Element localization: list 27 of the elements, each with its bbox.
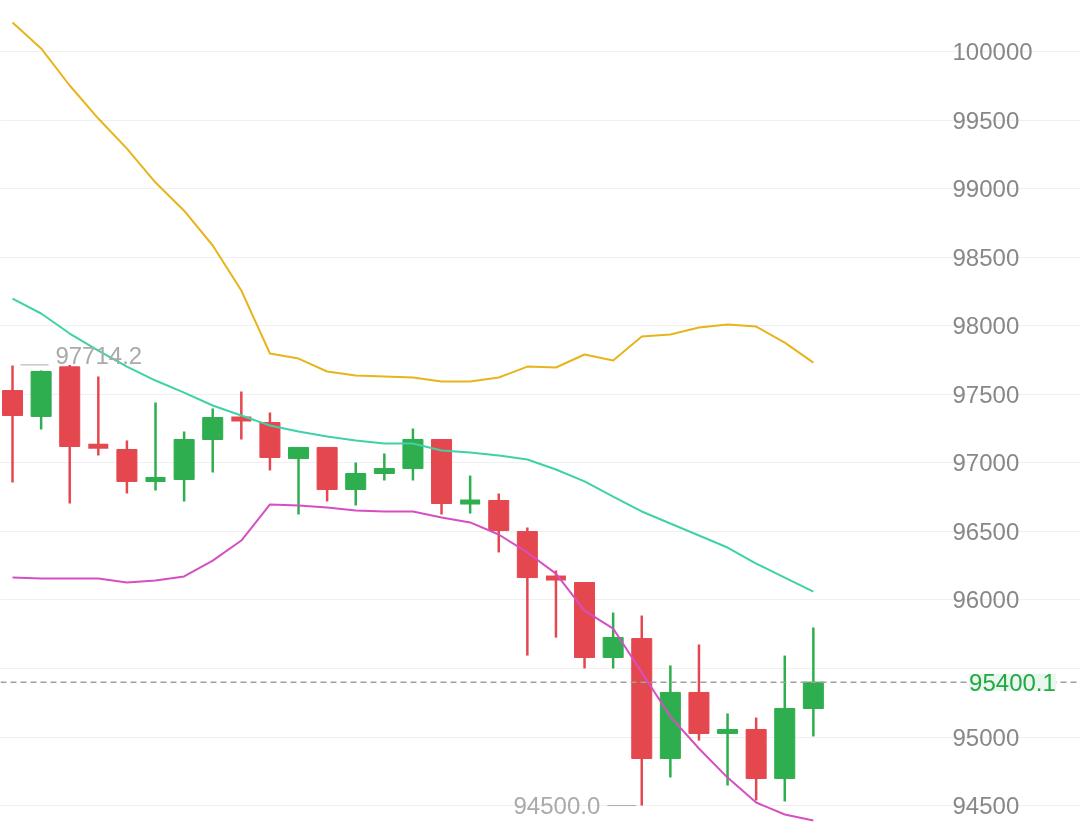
candlestick <box>345 461 367 507</box>
candlestick <box>145 401 166 492</box>
candlestick <box>373 452 395 482</box>
line-series <box>11 21 815 383</box>
y-tick-label: 100000 <box>952 38 1033 65</box>
candlestick <box>88 375 109 457</box>
candlestick <box>460 474 481 515</box>
candlestick <box>231 390 252 441</box>
y-tick-label: 99000 <box>952 175 1020 203</box>
candlestick <box>202 407 224 474</box>
candlestick <box>288 446 310 516</box>
candlestick <box>545 569 566 639</box>
line-series <box>11 297 815 593</box>
annotation: 94500.0 <box>513 792 601 820</box>
y-tick-label: 97000 <box>952 449 1020 477</box>
y-tick-label: 98000 <box>952 312 1020 340</box>
ref-line-label: 95400.1 <box>969 668 1056 696</box>
y-tick-label: 95000 <box>952 723 1020 751</box>
y-tick-label: 94500 <box>952 792 1020 820</box>
y-tick-label: 98500 <box>952 243 1020 271</box>
candlestick <box>602 611 624 670</box>
y-tick-label: 96500 <box>952 517 1020 545</box>
y-tick-label: 97500 <box>952 380 1020 408</box>
y-tick-label: 96000 <box>952 586 1020 614</box>
y-tick-label: 99500 <box>952 106 1020 134</box>
candlestick <box>717 712 739 787</box>
line-series <box>11 503 815 822</box>
